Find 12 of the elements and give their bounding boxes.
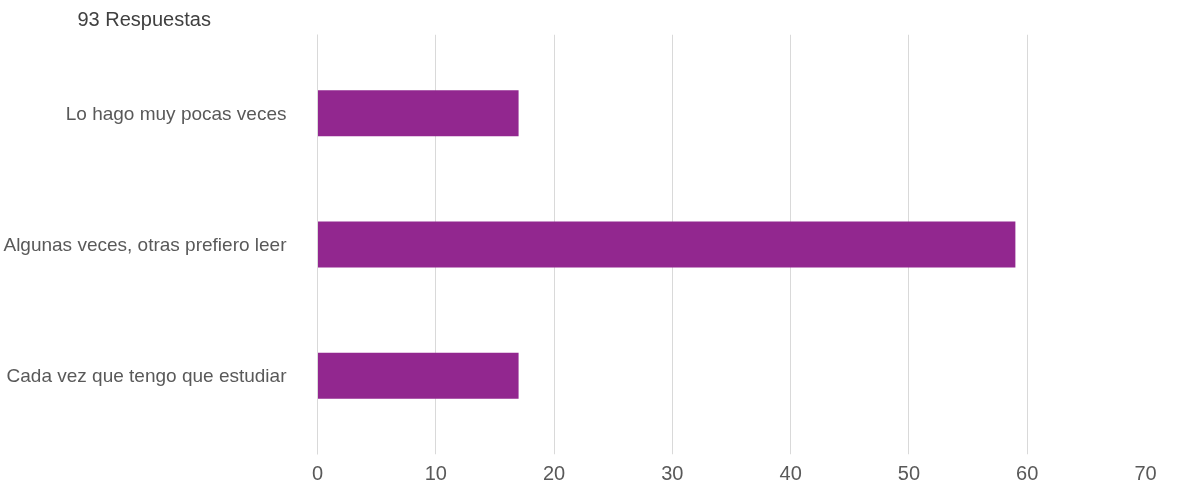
x-tick-label: 40 (779, 461, 802, 484)
x-tick-label: 20 (542, 461, 566, 484)
x-tick-label: 70 (1134, 461, 1157, 484)
x-tick-label: 30 (661, 461, 684, 484)
x-tick-label: 10 (424, 461, 447, 484)
y-tick-label: Cada vez que tengo que estudiar (6, 365, 288, 387)
x-tick-label: 60 (1016, 461, 1039, 484)
x-tick-label: 50 (897, 461, 921, 484)
x-tick-label: 0 (311, 461, 324, 484)
text: 93 Respuestas (77, 7, 211, 30)
y-tick-label: Algunas veces, otras prefiero leer (3, 234, 288, 255)
y-tick-label: Lo hago muy pocas veces (65, 102, 287, 124)
